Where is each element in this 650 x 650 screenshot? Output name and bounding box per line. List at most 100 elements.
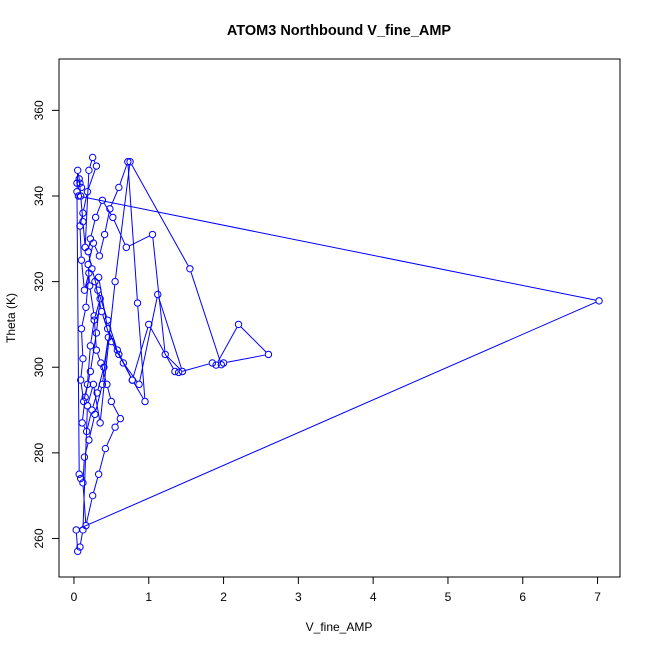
series-line-segment [89,160,93,167]
data-point [82,303,90,311]
data-point [79,354,87,363]
data-point [76,376,85,384]
data-point [141,397,149,406]
data-point [115,183,123,192]
data-point [80,286,89,294]
series-line-segment [137,306,146,398]
data-point [94,470,103,478]
series-line-segment [81,263,85,287]
data-point [90,312,98,320]
series-line-segment [93,387,101,420]
series-line-segment [80,533,83,544]
y-axis: 260 280 300 320 340 360 [32,100,60,548]
data-point [77,183,86,192]
x-tick-label: 7 [594,590,601,604]
data-point [212,361,220,369]
series-line-segment [85,374,91,394]
series-line-segment [190,272,221,362]
series-line-segment [93,319,97,347]
series-line-segment [104,212,110,232]
x-axis: 0 1 2 3 4 5 6 7 [71,576,601,604]
data-point [75,470,83,478]
y-tick-label: 280 [32,443,46,463]
data-point [97,307,106,316]
data-point [85,282,94,290]
data-point [92,346,101,354]
data-point [76,543,84,551]
data-point [208,359,217,367]
series-line-segment [79,229,82,257]
series-line-segment [84,173,90,244]
series-line-segment [129,235,150,247]
series-line-segment [106,430,115,446]
series-line-segment [96,203,102,215]
series-line-segment [76,195,80,471]
x-tick-label: 3 [295,590,302,604]
series-line-segment [80,216,83,223]
y-tick-label: 340 [32,186,46,206]
data-point [76,179,84,187]
series-line-segment [89,417,95,437]
series-line-segment [80,199,84,219]
x-tick-label: 1 [145,590,152,604]
data-point [73,188,81,196]
data-point [79,397,88,406]
data-point [94,286,102,294]
series-line-segment [158,297,182,369]
series-line-segment [90,323,95,343]
series-line-segment [88,242,91,249]
series-line-segment [131,164,189,266]
data-point [264,350,273,359]
series-line-segment [94,302,100,317]
plot-frame [58,58,621,578]
data-point [96,419,104,427]
series-line-segment [152,238,166,351]
series-line-segment [139,297,158,381]
series-line-segment [99,451,105,471]
series-line-segment [93,160,96,163]
data-point [95,252,104,260]
data-point [107,397,116,406]
data-point [72,526,80,534]
series-line-segment [240,326,267,353]
data-point [178,367,187,376]
series-line-segment [116,421,119,425]
data-point [78,419,86,427]
series-line-segment [87,413,92,429]
data-point [145,320,153,329]
data-point [88,265,96,273]
data-point [107,337,116,346]
data-point [101,444,110,453]
data-point [100,230,109,239]
data-point [133,299,142,307]
series-line-segment [80,362,84,377]
data-point [94,273,103,282]
data-point [76,192,85,200]
data-point [74,166,82,175]
data-point [234,320,243,329]
data-point [73,179,81,187]
y-tick-label: 320 [32,271,46,291]
data-point [103,325,112,333]
series-line-segment [99,237,105,253]
data-point [161,350,169,359]
data-point [219,359,228,367]
data-point [79,209,87,217]
data-point [83,402,92,410]
series-line-segment [87,387,93,403]
data-point [86,235,95,243]
data-point [98,380,107,389]
series-line-segment [107,387,111,399]
data-point [109,213,117,222]
data-point [86,342,95,350]
series-line-segment [81,310,86,326]
data-point [171,367,179,376]
data-point [113,346,122,354]
x-tick-label: 6 [519,590,526,604]
y-tick-label: 360 [32,100,46,120]
data-point [124,158,132,166]
series-line-segment [77,173,80,180]
series-line-segment [88,169,96,189]
series-line-segment [103,203,112,215]
series-line-segment [95,285,102,309]
